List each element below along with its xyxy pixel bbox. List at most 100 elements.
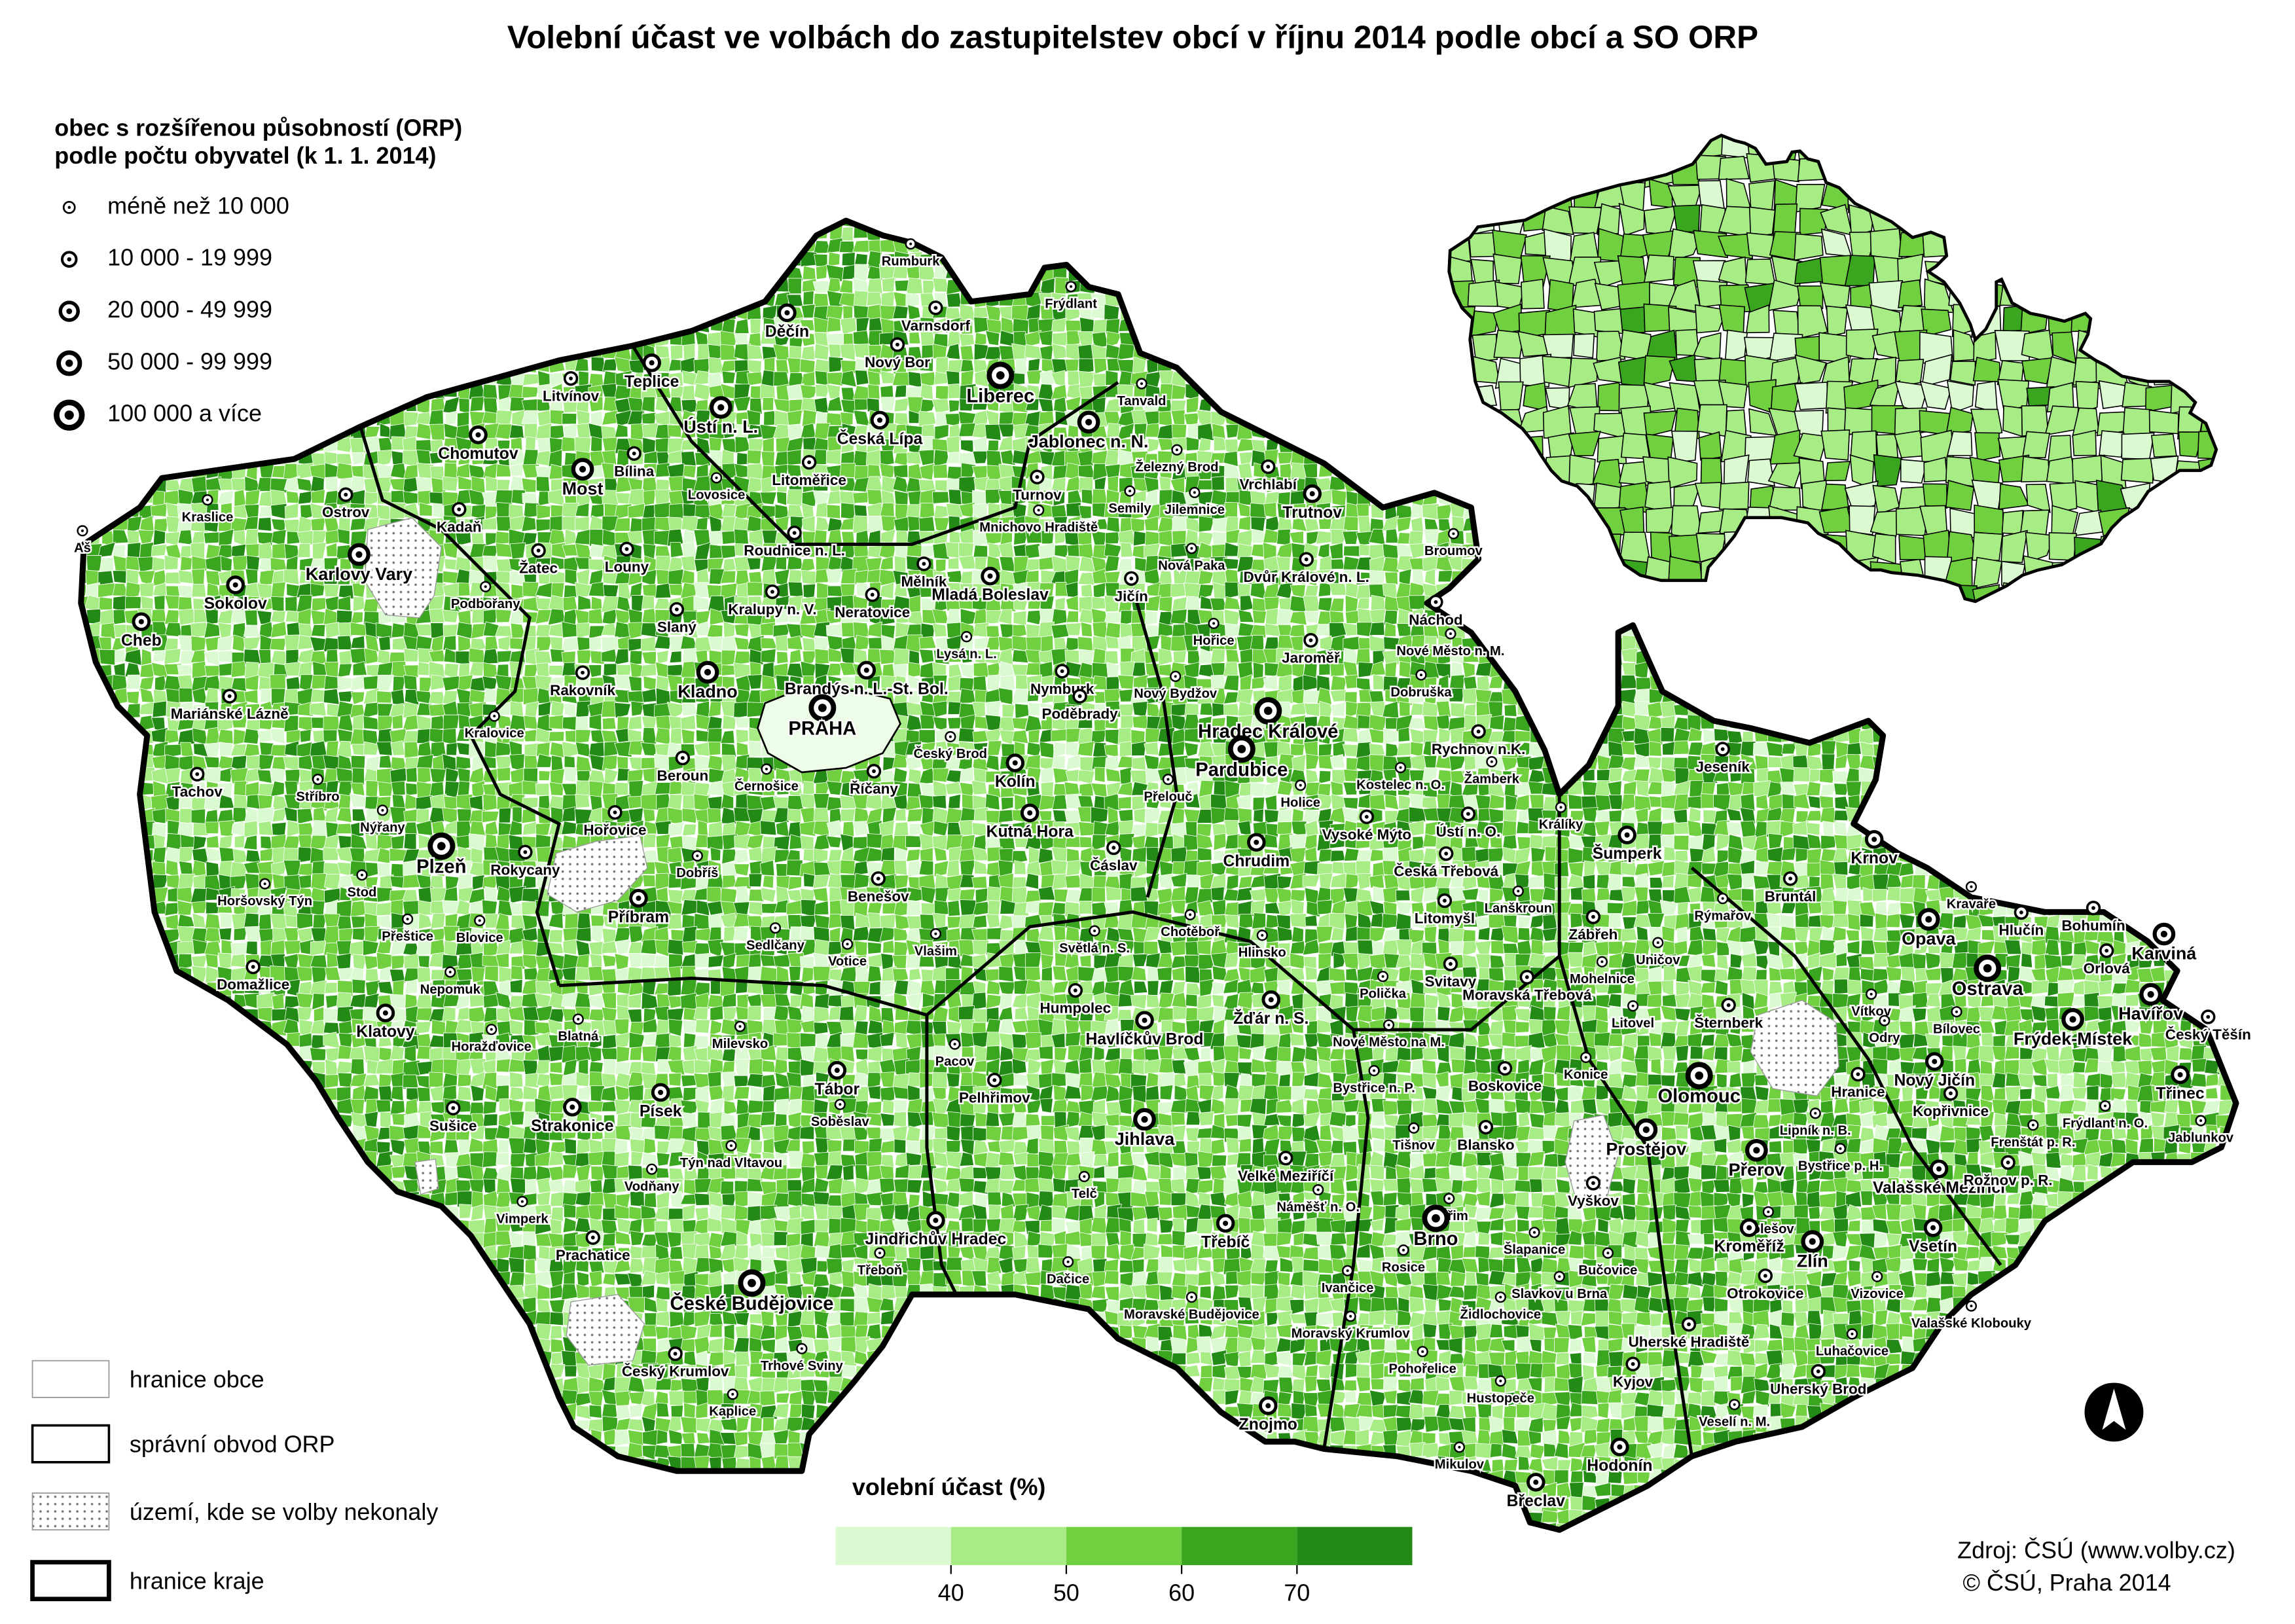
municipality [933,333,949,348]
municipality [1396,912,1411,931]
municipality [431,715,446,731]
municipality [1039,741,1055,759]
municipality [906,796,921,811]
municipality [522,386,539,399]
municipality [259,676,272,691]
municipality [1621,900,1638,916]
municipality [907,808,924,822]
municipality [1305,768,1319,784]
municipality [973,859,988,875]
municipality [1382,543,1400,560]
municipality [205,847,221,862]
municipality [376,449,394,467]
municipality [325,649,338,664]
municipality [1820,835,1836,850]
municipality [165,767,181,784]
municipality [1832,770,1848,784]
municipality [1038,330,1053,346]
municipality [787,449,802,466]
municipality [1450,702,1466,718]
municipality [960,767,974,782]
municipality [828,344,842,358]
municipality [310,900,325,916]
municipality [1144,516,1159,532]
municipality [191,901,208,914]
municipality [376,691,393,704]
municipality [1104,611,1121,624]
municipality [642,437,656,454]
municipality [1277,492,1291,505]
municipality [564,767,577,783]
municipality [708,821,723,837]
municipality [522,374,539,386]
municipality [747,581,763,596]
municipality [630,700,645,717]
municipality [840,387,856,401]
municipality [549,463,563,480]
municipality [98,583,115,598]
municipality [1953,914,1967,928]
municipality [1781,743,1797,755]
municipality [99,557,114,573]
municipality [825,623,843,637]
municipality [428,649,445,662]
municipality [1343,545,1361,557]
municipality [1673,793,1690,812]
municipality [1423,715,1439,731]
municipality [1104,901,1120,914]
municipality [1159,477,1171,492]
municipality [298,716,313,732]
municipality [312,530,327,545]
municipality [827,251,840,266]
municipality [853,450,869,467]
municipality [191,475,208,494]
municipality [1028,729,1040,743]
municipality [1568,862,1584,878]
municipality [1356,860,1371,876]
municipality [1331,558,1345,569]
municipality [1489,808,1505,824]
municipality [655,583,672,599]
municipality [1130,770,1148,785]
municipality [1356,598,1370,610]
municipality [801,304,816,319]
municipality [1594,820,1610,837]
municipality [234,835,245,848]
municipality [710,846,721,861]
municipality [1077,741,1094,757]
municipality [1078,649,1095,665]
municipality [577,770,590,782]
municipality [443,635,457,651]
municipality [603,663,617,677]
municipality [734,318,750,334]
municipality [1316,926,1333,943]
municipality [840,317,857,335]
municipality [840,583,856,597]
municipality [1847,913,1861,931]
municipality [1369,874,1385,888]
municipality [1105,768,1121,783]
municipality [1252,912,1266,929]
municipality [894,490,909,507]
municipality [482,648,500,664]
municipality [444,913,458,928]
municipality [933,449,950,467]
municipality [786,489,803,507]
municipality [776,491,787,506]
municipality [1316,530,1334,545]
municipality [867,370,881,386]
municipality [842,821,855,837]
municipality [442,476,459,492]
municipality [840,450,856,464]
municipality [960,807,977,821]
municipality [1886,913,1901,928]
municipality [535,783,550,796]
municipality [126,691,140,705]
municipality [1081,583,1093,598]
municipality [1238,516,1251,531]
municipality [854,370,869,386]
municipality [588,713,602,731]
municipality [417,741,432,757]
municipality [735,370,750,386]
